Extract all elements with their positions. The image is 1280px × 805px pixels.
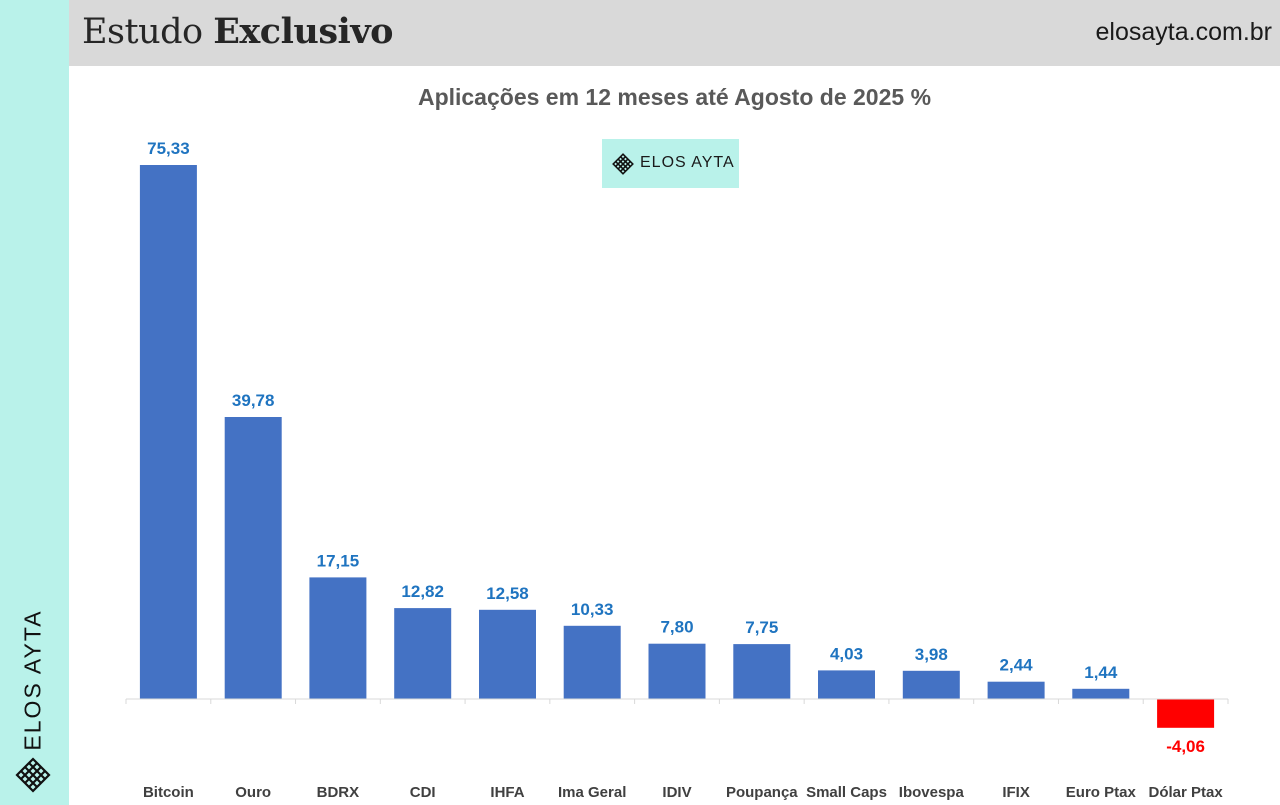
category-label: IFIX bbox=[1002, 784, 1030, 801]
value-label: 39,78 bbox=[232, 391, 275, 410]
value-label: 12,82 bbox=[401, 582, 444, 601]
side-band: ELOS AYTA bbox=[0, 0, 69, 805]
category-label: IHFA bbox=[490, 784, 524, 801]
bar-bitcoin bbox=[139, 165, 197, 699]
chart-title: Aplicações em 12 meses até Agosto de 202… bbox=[417, 84, 932, 110]
watermark-badge: ELOS AYTA bbox=[602, 139, 739, 188]
value-label: 3,98 bbox=[915, 645, 948, 664]
category-label: Ibovespa bbox=[899, 784, 965, 801]
bar-ouro bbox=[224, 417, 282, 699]
bar-ima-geral bbox=[563, 625, 621, 699]
bar-ihfa bbox=[479, 609, 536, 699]
elos-ayta-logo-icon bbox=[15, 757, 51, 793]
bar-dólar-ptax bbox=[1157, 699, 1215, 728]
bar-ifix bbox=[987, 681, 1045, 699]
watermark-text: ELOS AYTA bbox=[640, 154, 735, 171]
value-label: 10,33 bbox=[571, 600, 614, 619]
value-label: 7,75 bbox=[745, 618, 778, 637]
category-label: CDI bbox=[410, 784, 436, 801]
category-label: Small Caps bbox=[806, 784, 887, 801]
category-label: IDIV bbox=[662, 784, 691, 801]
bar-idiv bbox=[648, 643, 706, 699]
bar-bdrx bbox=[309, 577, 367, 699]
category-label: Euro Ptax bbox=[1066, 784, 1137, 801]
category-label: Poupança bbox=[726, 784, 798, 801]
category-label: Ima Geral bbox=[558, 784, 626, 801]
value-label: 4,03 bbox=[830, 644, 863, 663]
category-label: Dólar Ptax bbox=[1148, 784, 1223, 801]
category-label: BDRX bbox=[317, 784, 360, 801]
watermark-logo-icon bbox=[612, 153, 634, 175]
header-title-regular: Estudo bbox=[82, 12, 203, 52]
category-label: Ouro bbox=[235, 784, 271, 801]
value-label: 2,44 bbox=[1000, 656, 1034, 675]
value-label: 17,15 bbox=[317, 551, 360, 570]
bars-group bbox=[139, 165, 1215, 728]
value-label: 7,80 bbox=[660, 618, 693, 637]
bar-cdi bbox=[394, 608, 452, 699]
value-labels-group: 75,33 39,78 17,15 12,82 12,58 10,33 7,80 7,75 4,… bbox=[147, 139, 1205, 756]
value-label: 1,44 bbox=[1084, 663, 1118, 682]
bar-small-caps bbox=[818, 670, 875, 699]
bar-euro-ptax bbox=[1072, 688, 1130, 699]
value-label: 12,58 bbox=[486, 584, 529, 603]
category-labels-group: Bitcoin Ouro BDRX CDI IHFA Ima Geral IDIV Poupa… bbox=[143, 784, 1223, 801]
header-site-url: elosayta.com.br bbox=[1095, 18, 1272, 46]
category-label: Bitcoin bbox=[143, 784, 194, 801]
x-axis-ticks bbox=[125, 699, 1229, 704]
bar-poupança bbox=[733, 644, 791, 699]
value-label: 75,33 bbox=[147, 139, 190, 158]
header-title-bold: Exclusivo bbox=[213, 11, 394, 52]
header-title: Estudo Exclusivo bbox=[82, 11, 394, 52]
bar-ibovespa bbox=[902, 670, 960, 699]
header-bar: Estudo Exclusivo elosayta.com.br bbox=[69, 0, 1280, 66]
value-label: -4,06 bbox=[1166, 737, 1205, 756]
